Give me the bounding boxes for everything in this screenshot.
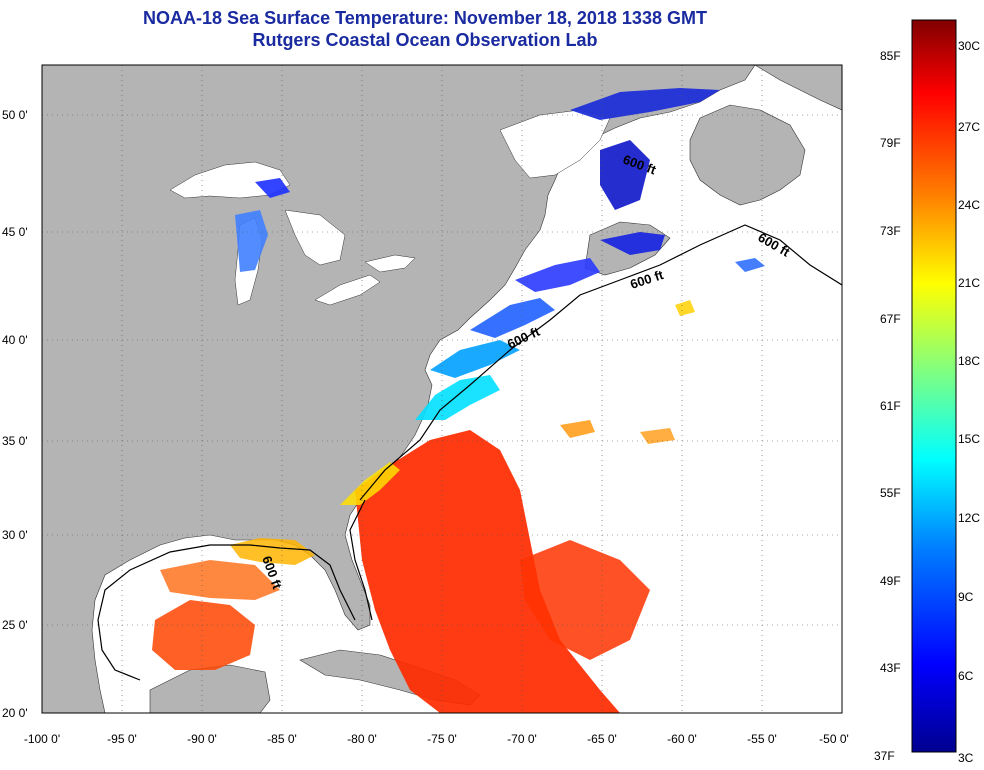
colorbar-c-label: 6C [958,669,974,683]
colorbar [911,19,957,753]
x-tick-label: -85 0' [267,732,297,746]
colorbar-f-label: 43F [880,661,901,675]
colorbar-c-label: 21C [958,276,980,290]
y-tick-label: 40 0' [2,333,28,347]
land-newfoundland [689,104,806,206]
colorbar-f-label: 85F [880,49,901,63]
plot-frame [41,64,843,714]
y-tick-label: 30 0' [2,528,28,542]
colorbar-c-label: 30C [958,39,980,53]
x-tick-label: -95 0' [107,732,137,746]
y-tick-label: 50 0' [2,108,28,122]
y-tick-label: 35 0' [2,434,28,448]
lake-superior [169,161,291,199]
saint-lawrence-gulf [499,109,611,179]
colorbar-c-label: 12C [958,511,980,525]
x-tick-label: -55 0' [747,732,777,746]
lake-huron [284,209,346,266]
x-tick-label: -50 0' [819,732,849,746]
colorbar-f-label: 37F [874,749,895,763]
colorbar-c-label: 18C [958,354,980,368]
colorbar-c-label: 9C [958,590,974,604]
colorbar-f-label: 61F [880,399,901,413]
colorbar-c-label: 27C [958,120,980,134]
map-title: NOAA-18 Sea Surface Temperature: Novembe… [143,8,707,28]
x-tick-label: -75 0' [427,732,457,746]
map-layers: 600 ft 600 ft 600 ft 600 ft 600 ft [42,65,842,713]
x-tick-label: -60 0' [667,732,697,746]
colorbar-f-label: 67F [880,312,901,326]
colorbar-f-label: 73F [880,224,901,238]
colorbar-f-label: 79F [880,136,901,150]
x-tick-label: -80 0' [347,732,377,746]
colorbar-f-label: 55F [880,486,901,500]
x-tick-label: -90 0' [187,732,217,746]
lat-lon-grid [42,65,842,713]
x-tick-label: -65 0' [587,732,617,746]
x-tick-label: -70 0' [507,732,537,746]
contour-600ft-florida [349,499,373,621]
map-subtitle: Rutgers Coastal Ocean Observation Lab [252,30,598,50]
colorbar-celsius-labels: 30C 27C 24C 21C 18C 15C 12C 9C 6C 3C [958,39,980,765]
lake-ontario [364,254,416,273]
bathymetry-contours [97,224,842,681]
y-tick-label: 45 0' [2,225,28,239]
y-tick-label: 25 0' [2,618,28,632]
lake-erie [314,274,381,306]
x-axis: -100 0' -95 0' -90 0' -85 0' -80 0' -75 … [24,732,849,746]
y-tick-label: 20 0' [2,706,28,720]
colorbar-f-label: 49F [880,574,901,588]
contour-600ft-gulf [97,544,356,681]
colorbar-c-label: 3C [958,751,974,765]
land-greenland-edge [754,65,842,111]
colorbar-c-label: 24C [958,198,980,212]
colorbar-fahrenheit-labels: 85F 79F 73F 67F 61F 55F 49F 43F 37F [874,49,901,763]
sst-data-patches [152,88,765,713]
y-axis: 50 0' 45 0' 40 0' 35 0' 30 0' 25 0' 20 0… [2,108,28,720]
colorbar-c-label: 15C [958,432,980,446]
x-tick-label: -100 0' [24,732,60,746]
contour-600ft-atlantic [359,224,842,501]
